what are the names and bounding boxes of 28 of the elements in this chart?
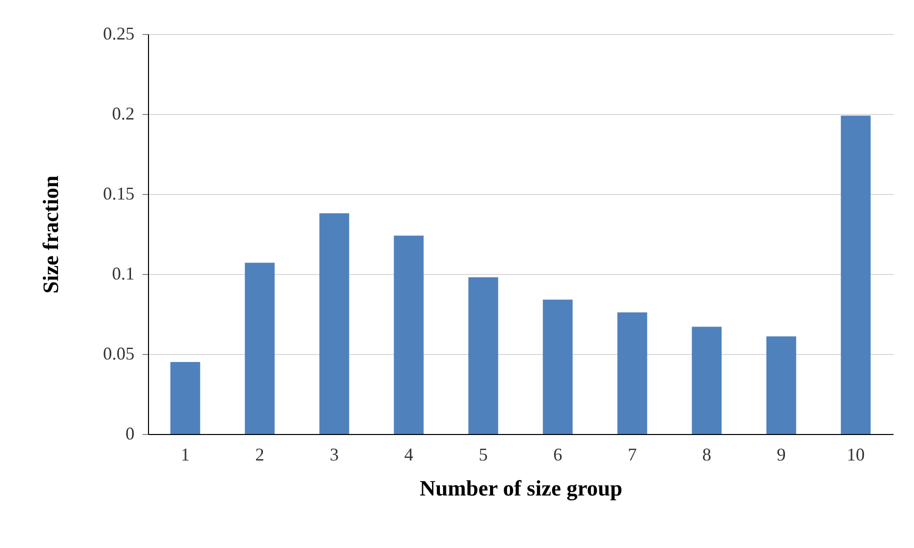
x-tick-label: 8	[702, 444, 712, 464]
bar	[170, 362, 200, 434]
y-axis-title: Size fraction	[38, 176, 63, 294]
y-tick-label: 0.05	[103, 344, 134, 364]
bar	[468, 277, 498, 434]
y-tick-label: 0.15	[103, 184, 134, 204]
x-tick-label: 2	[255, 444, 264, 464]
bar	[244, 262, 275, 434]
bar	[542, 300, 573, 434]
y-tick-label: 0.2	[112, 104, 134, 124]
bar	[840, 116, 871, 434]
bar	[766, 336, 796, 434]
x-axis-title: Number of size group	[420, 476, 622, 500]
x-tick-label: 3	[330, 444, 339, 464]
bar	[319, 213, 350, 434]
x-tick-label: 1	[180, 444, 190, 464]
y-tick-label: 0.1	[112, 264, 134, 284]
x-tick-label: 6	[553, 444, 562, 464]
y-tick-label: 0	[126, 424, 134, 444]
x-tick-label: 10	[846, 444, 865, 464]
y-tick-label: 0.25	[103, 24, 134, 44]
x-tick-label: 4	[404, 444, 414, 464]
bar	[617, 312, 648, 434]
x-tick-label: 5	[478, 444, 488, 464]
bar	[692, 326, 722, 434]
bar	[394, 236, 424, 434]
x-tick-label: 7	[628, 444, 637, 464]
x-tick-label: 9	[776, 444, 786, 464]
